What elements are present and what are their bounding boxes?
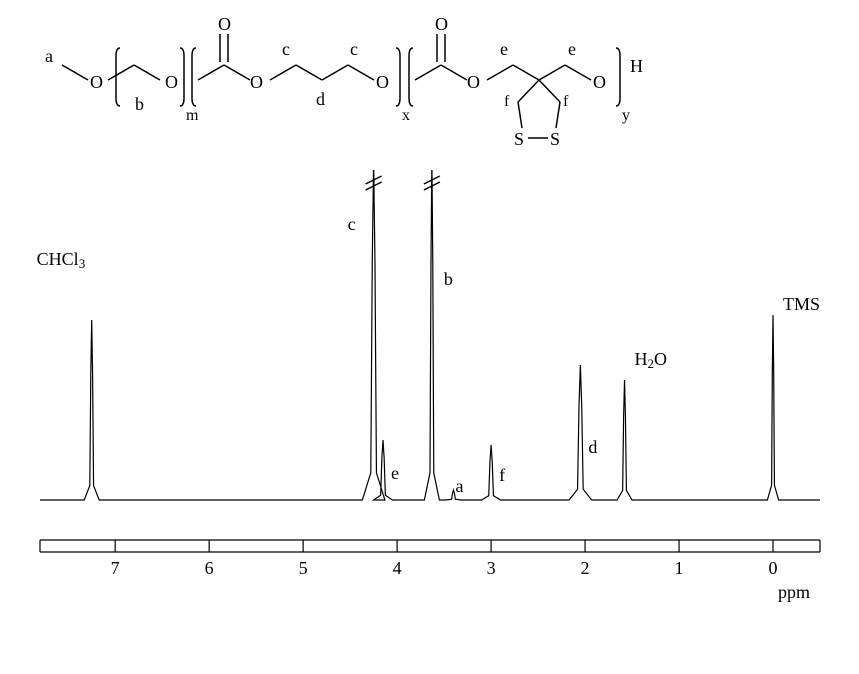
label-e2: e: [568, 39, 576, 59]
chemical-structure: a O b O m O O c d c O x: [20, 10, 840, 160]
label-x: x: [402, 107, 410, 124]
x-axis-label: ppm: [778, 582, 810, 602]
atom-O-5: O: [467, 72, 480, 92]
peak-label-b: b: [444, 269, 453, 289]
label-a: a: [45, 46, 53, 66]
xtick-label: 4: [393, 558, 402, 578]
atom-H: H: [630, 56, 643, 76]
label-m: m: [186, 107, 199, 124]
label-f1: f: [504, 93, 510, 110]
label-y: y: [622, 107, 630, 124]
peak-label-TMS: TMS: [783, 294, 820, 314]
atom-O-co1: O: [218, 14, 231, 34]
atom-S-1: S: [514, 129, 524, 149]
label-d: d: [316, 89, 325, 109]
peak-label-a: a: [455, 476, 463, 496]
xtick-label: 3: [487, 558, 496, 578]
spectrum-svg: CHCl3 c e b a f d H2O TMS 7 6 5 4 3 2 1 0ppm: [20, 170, 840, 660]
atom-O-6: O: [593, 72, 606, 92]
xtick-label: 7: [111, 558, 120, 578]
structure-svg: a O b O m O O c d c O x: [20, 10, 840, 160]
label-b: b: [135, 94, 144, 114]
x-axis: 7 6 5 4 3 2 1 0: [40, 540, 820, 578]
nmr-spectrum: CHCl3 c e b a f d H2O TMS 7 6 5 4 3 2 1 0ppm: [20, 170, 840, 660]
xtick-label: 2: [581, 558, 590, 578]
peak-label-c: c: [348, 214, 356, 234]
xtick-label: 6: [205, 558, 214, 578]
label-e1: e: [500, 39, 508, 59]
spectrum-trace: [40, 170, 820, 500]
atom-O-2: O: [165, 72, 178, 92]
atom-O-4: O: [376, 72, 389, 92]
peak-label-e: e: [391, 463, 399, 483]
peak-label-d: d: [588, 437, 597, 457]
xtick-label: 5: [299, 558, 308, 578]
label-c2: c: [350, 39, 358, 59]
label-f2: f: [563, 93, 569, 110]
label-c1: c: [282, 39, 290, 59]
xtick-label: 1: [675, 558, 684, 578]
atom-S-2: S: [550, 129, 560, 149]
peak-label-f: f: [499, 465, 505, 485]
peak-label-CHCl3: CHCl3: [37, 249, 86, 271]
peak-label-H2O: H2O: [635, 349, 668, 371]
atom-O-3: O: [250, 72, 263, 92]
xtick-label: 0: [769, 558, 778, 578]
atom-O-co2: O: [435, 14, 448, 34]
atom-O-1: O: [90, 72, 103, 92]
